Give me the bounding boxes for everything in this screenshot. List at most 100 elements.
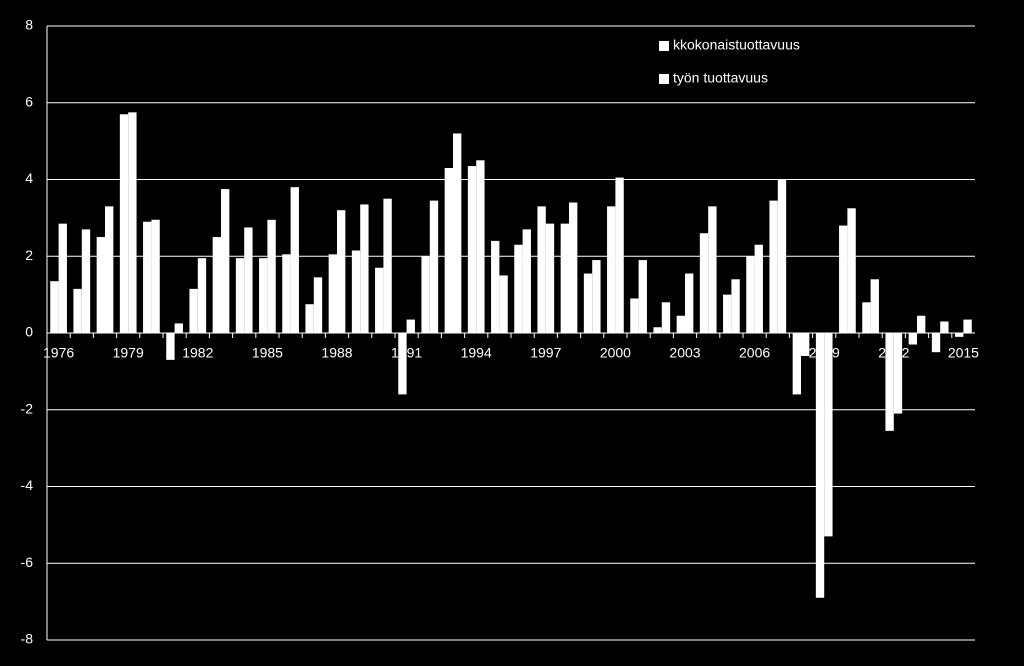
bar [676,315,685,333]
y-tick-label: 8 [25,17,33,33]
y-tick-label: 2 [25,247,33,263]
bar [476,160,485,333]
bar [73,288,82,333]
bar [769,200,778,333]
x-tick-label: 1979 [113,345,144,361]
bar [444,167,453,333]
bar [583,273,593,333]
bar [221,189,230,333]
x-tick-label: 1991 [391,345,422,361]
bar [453,133,462,333]
x-tick-label: 2015 [948,345,979,361]
bar [267,219,276,333]
bar [128,112,137,333]
legend-swatch [659,41,669,51]
bar [360,204,369,333]
x-tick-label: 1988 [321,345,352,361]
bar [955,333,964,337]
bar [212,237,221,333]
x-tick-label: 2003 [669,345,700,361]
bar [754,244,763,333]
bar [383,198,392,333]
legend-label: työn tuottavuus [673,70,768,86]
bar [862,302,871,333]
bar [653,327,662,333]
bar [560,223,569,333]
bar [313,277,323,333]
bar [328,254,337,333]
bar [746,256,755,333]
bar [685,273,694,333]
x-tick-label: 1982 [182,345,213,361]
bar [189,288,198,333]
bar [792,333,801,395]
bar [870,279,879,333]
bar [723,294,732,333]
bar [615,177,624,333]
bar [801,333,810,357]
x-tick-label: 2006 [739,345,770,361]
x-tick-label: 2000 [600,345,631,361]
bar [421,256,430,333]
bar [731,279,740,333]
bar [398,333,407,395]
bar [143,221,152,333]
bar [244,227,253,333]
bar [197,258,207,333]
y-tick-label: -2 [21,400,34,416]
bar [537,206,546,333]
bar [499,275,508,333]
y-tick-label: 4 [25,170,33,186]
bar [917,315,926,333]
bar [96,237,105,333]
bar [839,225,848,333]
x-tick-label: 1985 [252,345,283,361]
bar [908,333,917,345]
bar [885,333,894,431]
bar [337,210,346,333]
bar [893,333,903,414]
bar [259,258,268,333]
x-tick-label: 1994 [461,345,492,361]
bar [824,333,833,537]
bar [569,202,578,333]
bar [522,229,531,333]
bar [235,258,245,333]
y-tick-label: 0 [25,324,33,340]
bar [491,240,500,333]
y-tick-label: -6 [21,554,34,570]
bar [105,206,114,333]
bar [607,206,616,333]
bar [777,179,787,333]
bar [592,260,601,333]
x-tick-label: 1997 [530,345,561,361]
bar [661,302,671,333]
bar [351,250,361,333]
bar [708,206,717,333]
bar [290,187,299,333]
bar [81,229,91,333]
bar [119,114,129,333]
bar [815,333,825,598]
bar [940,321,949,333]
bar [151,219,160,333]
bar [467,166,477,333]
legend-label: kkokonaistuottavuus [673,37,800,53]
y-tick-label: -4 [21,477,34,493]
bar [50,281,59,333]
bar [282,254,291,333]
legend-swatch [659,74,669,84]
bar [406,319,415,333]
bar [305,304,314,333]
bar [931,333,941,353]
bar [699,233,709,333]
bar [630,298,639,333]
bar [58,223,67,333]
bar [174,323,183,333]
bar [166,333,175,360]
y-tick-label: 6 [25,93,33,109]
bar [429,200,439,333]
y-tick-label: -8 [21,631,34,647]
